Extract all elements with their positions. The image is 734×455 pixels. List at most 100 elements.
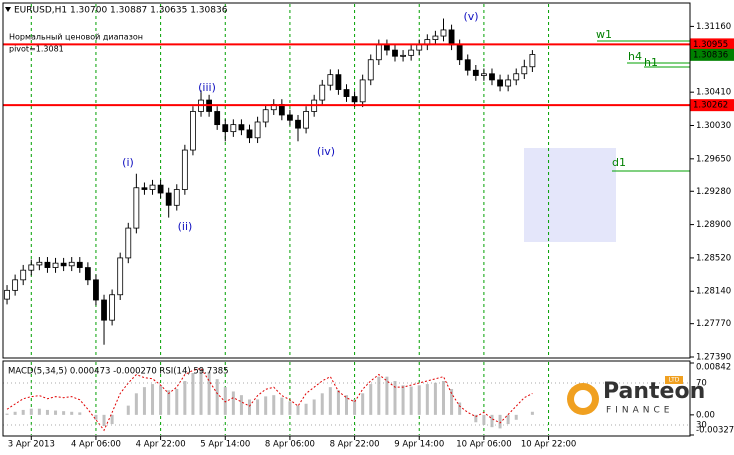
candle-body bbox=[214, 111, 221, 126]
menu-arrow[interactable] bbox=[5, 7, 11, 12]
candle-body bbox=[464, 59, 471, 71]
macd-bar bbox=[207, 371, 211, 415]
candle-body bbox=[432, 35, 439, 40]
candle-body bbox=[36, 261, 43, 266]
macd-bar bbox=[223, 387, 227, 415]
pivot-label: pivot=1.3081 bbox=[9, 45, 64, 54]
x-tick-label: 10 Apr 06:00 bbox=[456, 440, 511, 450]
macd-bar bbox=[490, 414, 494, 428]
macd-bar bbox=[369, 384, 373, 415]
macd-bar bbox=[231, 391, 235, 415]
candle-body bbox=[327, 74, 334, 86]
level-label: 1.30836 bbox=[693, 50, 728, 60]
candle-body bbox=[343, 89, 350, 97]
candle-body bbox=[157, 184, 164, 194]
level-box bbox=[690, 99, 734, 112]
candle-body bbox=[351, 96, 358, 103]
candle-body bbox=[489, 73, 495, 81]
subtitle: Нормальный ценовой диапазон bbox=[9, 33, 143, 42]
rsi-line bbox=[6, 367, 533, 432]
candle-body bbox=[303, 111, 309, 129]
macd-bar bbox=[328, 387, 332, 415]
candle-body bbox=[480, 73, 487, 76]
y-tick-label: 1.30410 bbox=[696, 88, 731, 98]
x-tick-label: 9 Apr 14:00 bbox=[394, 440, 444, 450]
main-pane bbox=[2, 2, 691, 359]
macd-bar bbox=[175, 388, 179, 415]
candle-body bbox=[416, 44, 423, 51]
level-box bbox=[690, 48, 734, 61]
x-tick-label: 8 Apr 22:00 bbox=[330, 440, 380, 450]
candle-body bbox=[101, 299, 107, 321]
macd-bar bbox=[256, 399, 260, 415]
x-tick-label: 4 Apr 06:00 bbox=[71, 440, 121, 450]
candle-body bbox=[359, 79, 366, 103]
macd-bar bbox=[441, 380, 445, 415]
macd-bar bbox=[215, 379, 219, 415]
macd-bar bbox=[530, 411, 534, 415]
macd-bar bbox=[393, 380, 397, 415]
macd-bar bbox=[239, 395, 243, 415]
y-tick-label: 1.28900 bbox=[696, 220, 731, 230]
candle-body bbox=[28, 264, 35, 271]
annotation: (i) bbox=[122, 156, 134, 169]
y-tick-label: 1.30030 bbox=[696, 121, 731, 131]
candle-body bbox=[133, 187, 140, 229]
candle-body bbox=[529, 54, 536, 68]
macd-bar bbox=[353, 399, 357, 415]
candle-body bbox=[408, 49, 415, 56]
macd-bar bbox=[320, 393, 324, 415]
y-tick-label: 1.28140 bbox=[696, 287, 731, 297]
candle-body bbox=[497, 79, 503, 87]
candle-body bbox=[262, 109, 269, 123]
candle-body bbox=[117, 257, 124, 296]
candle-body bbox=[513, 73, 520, 81]
macd-bar bbox=[70, 411, 74, 415]
y-tick-label: 1.28520 bbox=[696, 253, 731, 263]
macd-bar bbox=[264, 396, 268, 415]
candle-body bbox=[254, 121, 261, 139]
y-tick-label: 1.29650 bbox=[696, 154, 731, 164]
annotation: (iv) bbox=[317, 145, 335, 158]
y-tick-label: 0.00 bbox=[696, 410, 715, 420]
candle-body bbox=[44, 261, 51, 268]
macd-bar bbox=[54, 410, 58, 415]
candle-body bbox=[287, 114, 293, 121]
candle-body bbox=[521, 66, 528, 75]
x-tick-label: 3 Apr 2013 bbox=[8, 440, 55, 450]
macd-bar bbox=[126, 405, 130, 415]
macd-bar bbox=[21, 409, 25, 415]
logo-name: Panteon bbox=[603, 379, 705, 404]
macd-bar bbox=[498, 414, 502, 429]
level-label: 1.30955 bbox=[693, 40, 728, 50]
macd-bar bbox=[142, 387, 146, 415]
candle-body bbox=[68, 261, 75, 267]
macd-bar bbox=[199, 368, 203, 415]
x-tick-label: 5 Apr 14:00 bbox=[200, 440, 250, 450]
macd-bar bbox=[304, 403, 308, 415]
macd-bar bbox=[191, 372, 195, 415]
y2-tick-label: 70 bbox=[696, 378, 707, 388]
y-tick-label: 1.31160 bbox=[696, 22, 731, 32]
macd-bar bbox=[514, 414, 518, 420]
range-box bbox=[524, 148, 616, 242]
macd-bar bbox=[248, 399, 252, 415]
macd-bar bbox=[458, 402, 462, 415]
candle-body bbox=[400, 54, 406, 57]
candle-body bbox=[165, 192, 172, 206]
candle-body bbox=[367, 59, 374, 81]
candle-body bbox=[190, 111, 196, 151]
annotation: w1 bbox=[596, 28, 612, 41]
macd-bar bbox=[345, 395, 348, 415]
candle-body bbox=[141, 187, 148, 190]
candle-body bbox=[230, 124, 237, 133]
annotation: h4 bbox=[628, 50, 642, 63]
macd-bar bbox=[45, 409, 49, 415]
indicator-title: MACD(5,34,5) 0.000473 -0.000270 RSI(14) … bbox=[8, 367, 229, 377]
y-tick-label: 0.00842 bbox=[696, 363, 731, 373]
candle-body bbox=[4, 289, 10, 300]
candle-body bbox=[392, 49, 398, 57]
x-tick-label: 10 Apr 22:00 bbox=[521, 440, 576, 450]
macd-bar bbox=[417, 385, 421, 415]
macd-bar bbox=[361, 393, 365, 415]
